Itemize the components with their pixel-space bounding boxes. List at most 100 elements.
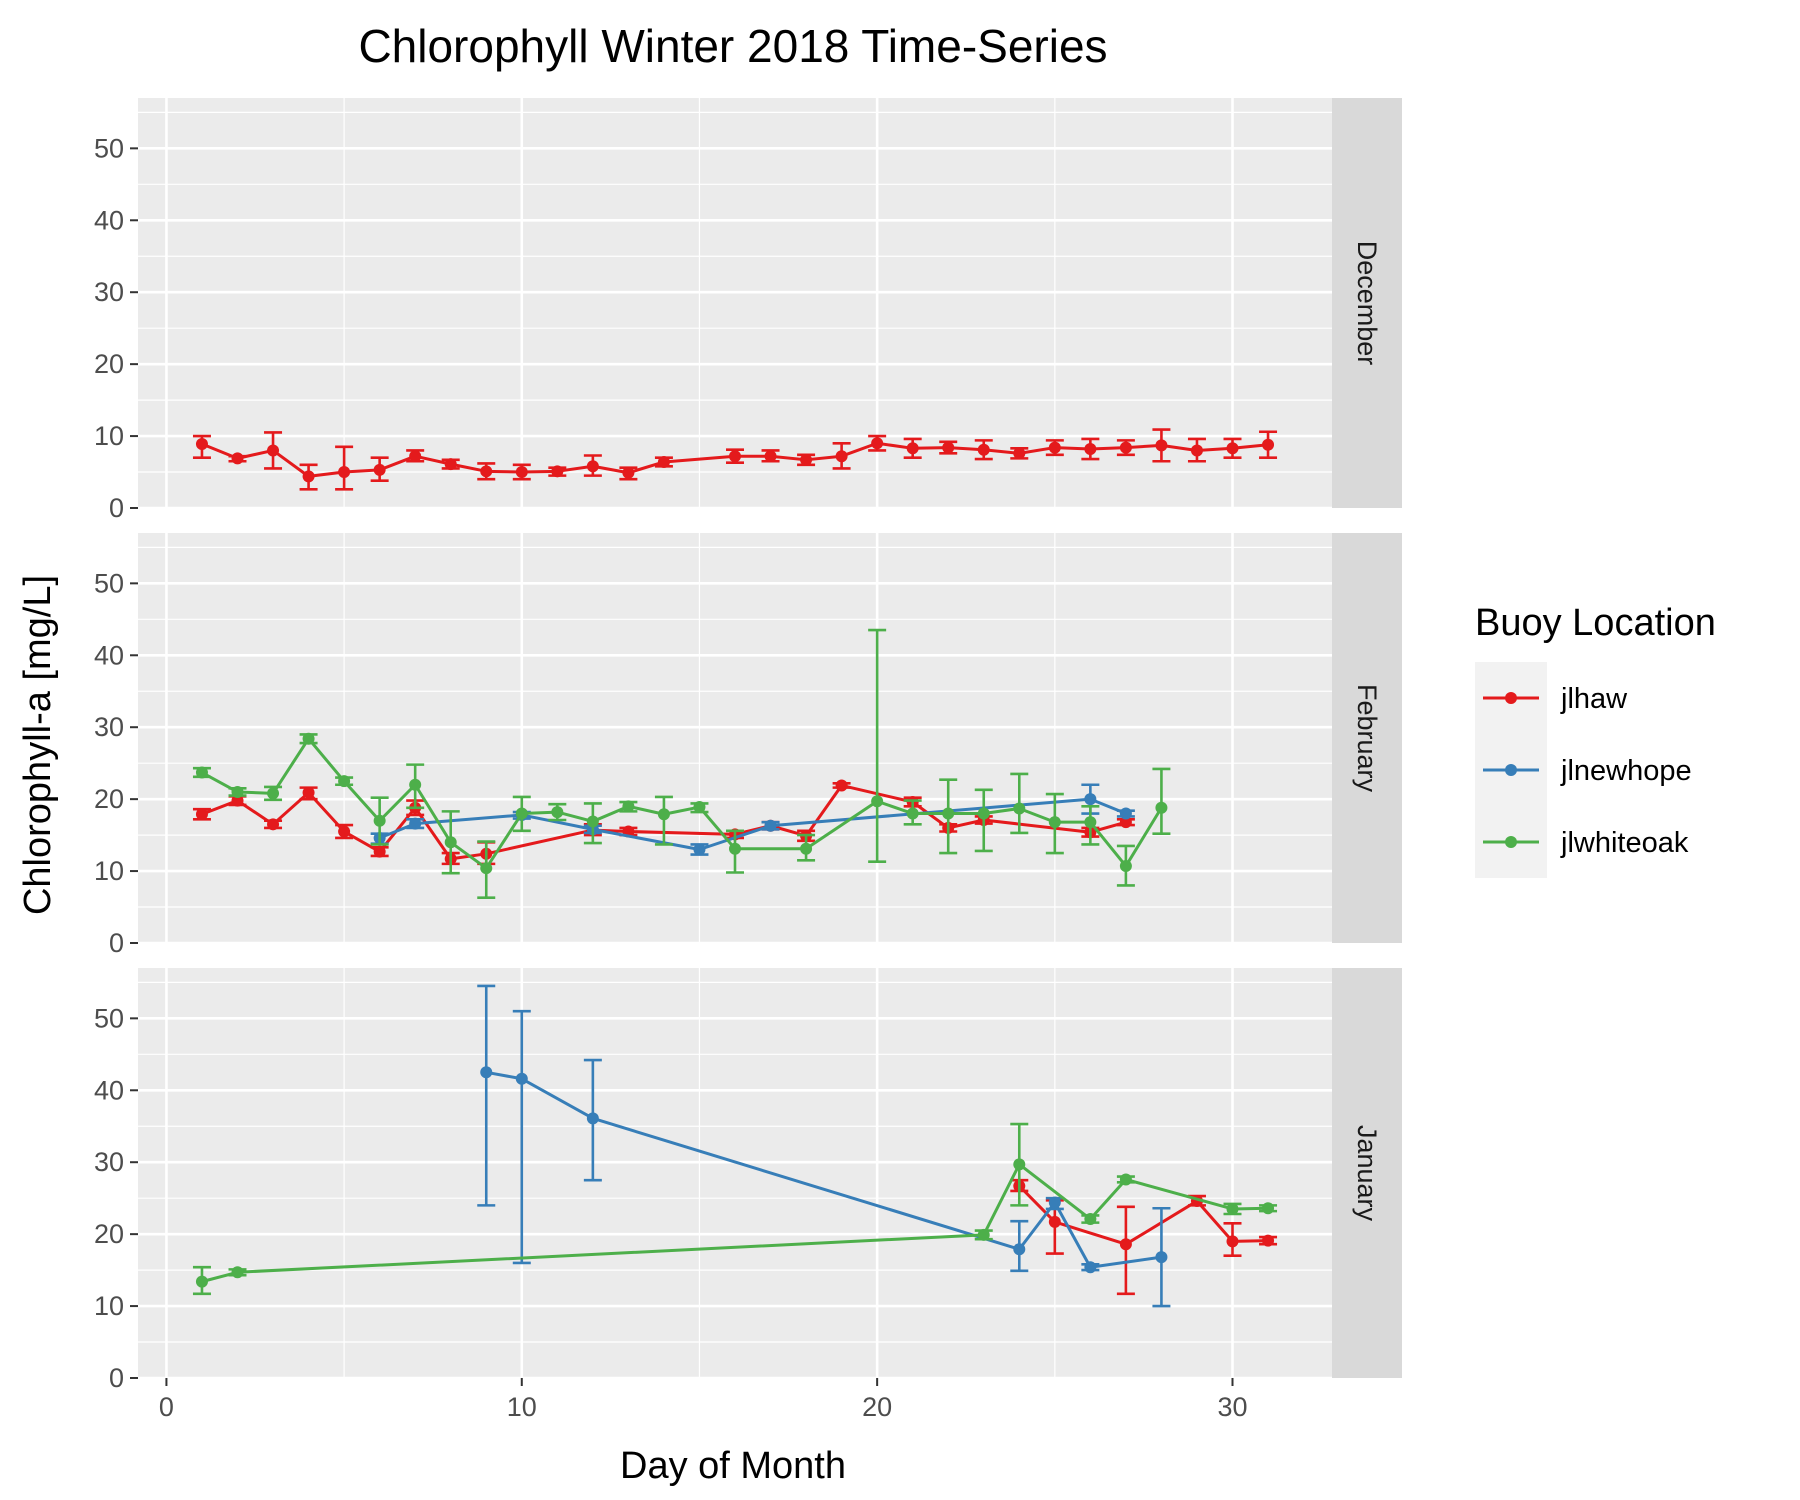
facet-panel-december: 0 10 20 30 40 50 December: [94, 98, 1402, 523]
data-point: [1262, 438, 1275, 451]
y-tick-label: 30: [94, 712, 124, 742]
data-point: [515, 466, 528, 479]
y-tick-label: 50: [94, 1003, 124, 1033]
legend-item-jlnewhope: jlnewhope: [1475, 734, 1692, 806]
data-point: [657, 455, 670, 468]
data-point: [1084, 1261, 1097, 1274]
data-point: [1226, 442, 1239, 455]
legend-label: jlhaw: [1560, 683, 1628, 715]
data-point: [729, 842, 741, 855]
data-point: [1119, 860, 1132, 873]
facet-strip: [1332, 968, 1402, 1378]
legend-item-jlwhiteoak: jlwhiteoak: [1475, 806, 1689, 878]
data-point: [1226, 1202, 1239, 1215]
y-tick-label: 20: [94, 1219, 124, 1249]
legend-point: [1505, 836, 1517, 848]
y-tick-label: 0: [109, 493, 124, 523]
legend-title: Buoy Location: [1475, 602, 1716, 644]
data-point: [1155, 801, 1168, 814]
data-point: [977, 807, 990, 820]
data-point: [1084, 1213, 1097, 1226]
data-point: [693, 801, 706, 814]
data-point: [551, 465, 564, 478]
data-point: [1119, 1238, 1132, 1251]
x-tick-label: 20: [862, 1392, 892, 1422]
data-point: [480, 862, 493, 875]
series-jlwhiteoak: [192, 628, 1171, 899]
chart-title: Chlorophyll Winter 2018 Time-Series: [358, 20, 1107, 72]
data-point: [871, 795, 884, 808]
data-point: [657, 808, 670, 821]
facet-panels: 0 10 20 30 40 50 December 0 10 20 30 40 50 February 0 1…: [94, 98, 1402, 1422]
y-tick-label: 50: [94, 133, 124, 163]
data-point: [1084, 816, 1097, 829]
data-point: [1226, 1235, 1239, 1248]
data-point: [302, 732, 315, 745]
data-point: [267, 444, 280, 457]
y-axis-title: Chlorophyll-a [mg/L]: [17, 575, 59, 915]
data-point: [267, 818, 280, 831]
data-point: [1119, 441, 1132, 454]
data-point: [480, 1066, 493, 1079]
data-point: [622, 800, 635, 813]
data-point: [267, 787, 280, 800]
data-point: [302, 470, 315, 483]
data-point: [906, 442, 919, 455]
facet-strip: [1332, 533, 1402, 943]
x-axis: 0 10 20 30: [159, 1378, 1248, 1422]
data-point: [231, 794, 244, 807]
data-point: [373, 845, 386, 858]
panel-background: [138, 533, 1332, 943]
data-point: [1048, 1196, 1061, 1209]
data-point: [1013, 1158, 1026, 1171]
data-point: [906, 807, 919, 820]
facet-strip-label: December: [1352, 241, 1382, 366]
data-point: [480, 465, 493, 478]
data-point: [1155, 439, 1168, 452]
series-jlwhiteoak: [192, 1122, 1278, 1296]
y-tick-label: 10: [94, 856, 124, 886]
facet-strip: [1332, 98, 1402, 508]
data-point: [1155, 1251, 1168, 1264]
data-point: [515, 1072, 528, 1085]
data-point: [1013, 1243, 1026, 1256]
x-tick-label: 0: [159, 1392, 174, 1422]
data-point: [195, 766, 208, 779]
data-point: [1084, 793, 1097, 806]
data-point: [338, 466, 351, 479]
data-point: [195, 808, 208, 821]
data-point: [835, 779, 848, 792]
series-jlnewhope: [477, 984, 1171, 1308]
facet-panel-january: 0 10 20 30 40 50 January: [94, 968, 1402, 1393]
data-point: [977, 1228, 990, 1241]
data-point: [373, 814, 386, 827]
data-point: [1048, 441, 1061, 454]
facet-strip-label: February: [1352, 684, 1382, 793]
data-point: [444, 458, 457, 471]
data-point: [1262, 1202, 1275, 1215]
legend-label: jlnewhope: [1560, 755, 1692, 787]
data-point: [1048, 816, 1061, 829]
x-axis-title: Day of Month: [620, 1445, 846, 1487]
legend-label: jlwhiteoak: [1560, 827, 1689, 859]
y-tick-label: 30: [94, 277, 124, 307]
y-tick-label: 10: [94, 1291, 124, 1321]
data-point: [586, 1112, 599, 1125]
data-point: [729, 450, 741, 463]
series-jlhaw: [192, 428, 1278, 491]
data-point: [195, 1275, 208, 1288]
data-point: [586, 815, 599, 828]
data-point: [1119, 1173, 1132, 1186]
data-point: [1013, 802, 1026, 815]
data-point: [409, 817, 422, 830]
data-point: [764, 819, 777, 832]
data-point: [835, 450, 848, 463]
y-tick-label: 50: [94, 568, 124, 598]
data-point: [764, 450, 777, 463]
data-point: [977, 443, 990, 456]
data-point: [942, 441, 955, 454]
y-tick-label: 40: [94, 1075, 124, 1105]
data-point: [622, 466, 635, 479]
series-line: [379, 797, 1127, 851]
